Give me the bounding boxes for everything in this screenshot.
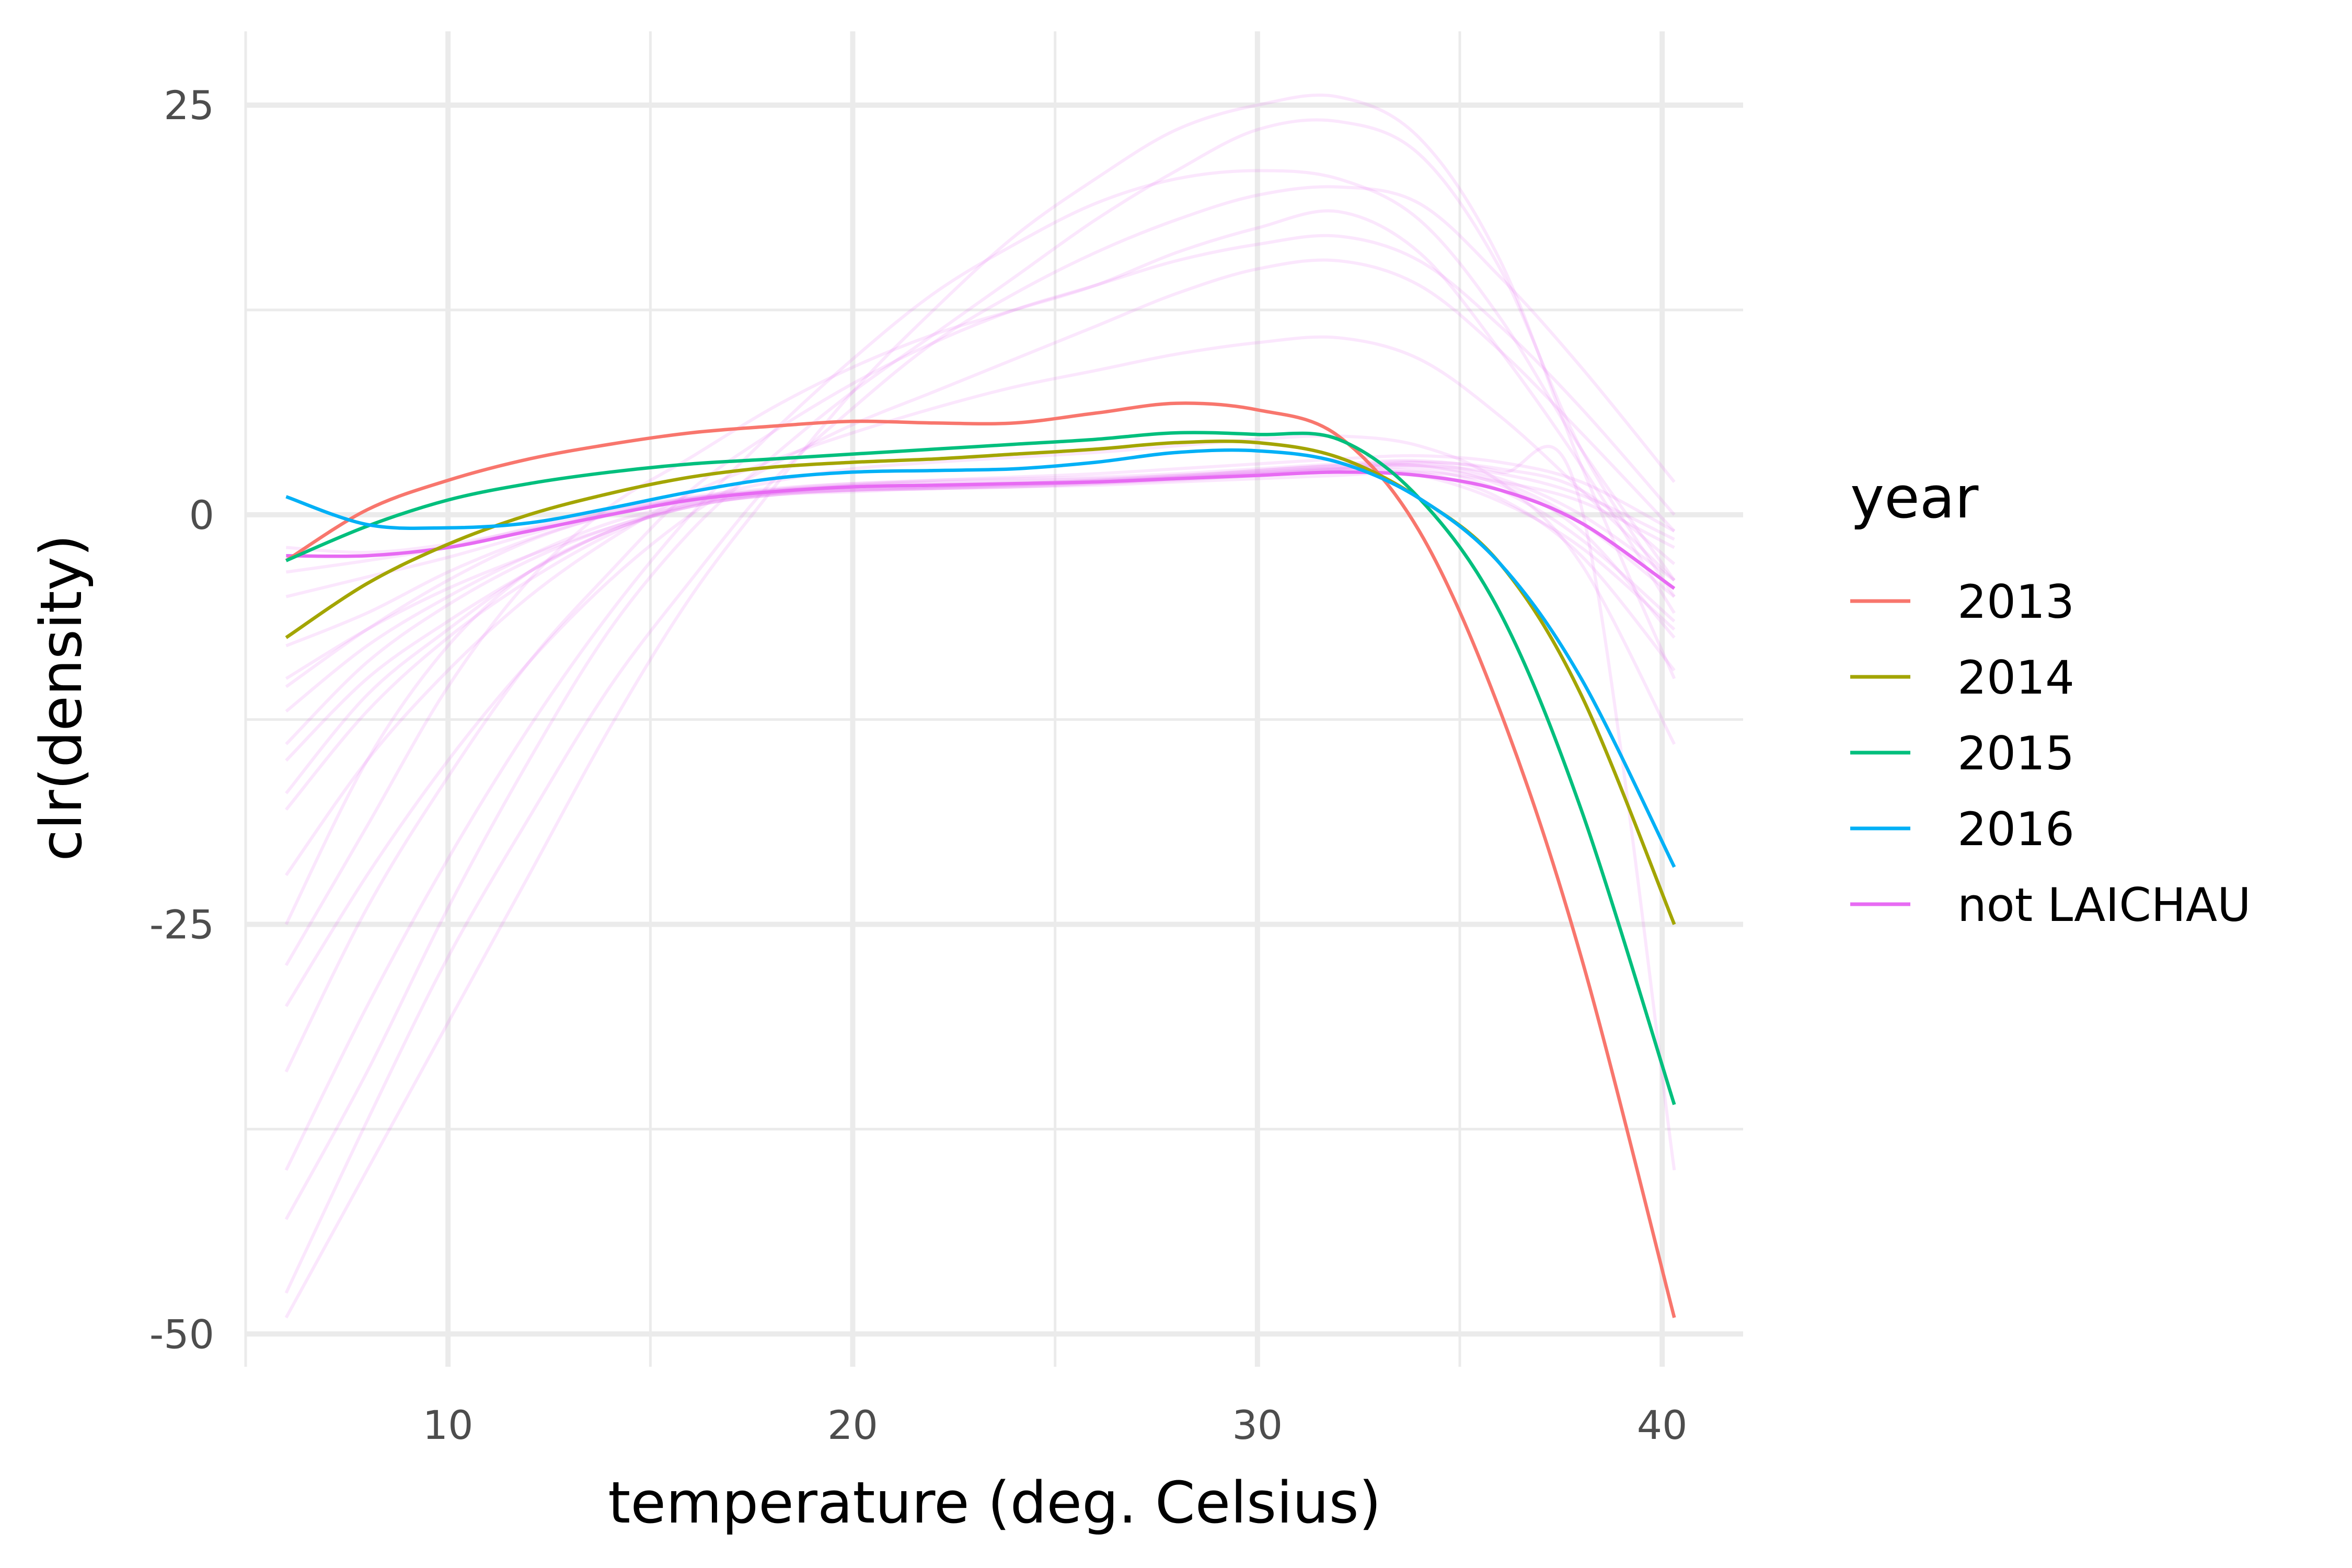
y-axis-tick-labels: 25 0 -25 -50 <box>149 82 214 1357</box>
x-tick-label: 10 <box>423 1402 474 1448</box>
legend-label: not LAICHAU <box>1957 878 2251 932</box>
background-line-16 <box>284 169 1676 1171</box>
y-tick-label: -50 <box>149 1311 214 1357</box>
y-tick-label: 0 <box>189 492 214 538</box>
series-line-2013 <box>285 401 1676 1318</box>
y-tick-label: -25 <box>149 902 214 948</box>
grid-major <box>246 31 1743 1367</box>
background-line-17 <box>284 258 1676 1007</box>
legend-items: 2013 2014 2015 2016 not LAICHAU <box>1850 575 2251 932</box>
y-tick-label: 25 <box>164 82 214 129</box>
background-line-18 <box>285 434 1676 811</box>
background-line-14 <box>284 234 1676 1073</box>
x-axis-tick-labels: 10 20 30 40 <box>423 1402 1688 1448</box>
legend-item-2016: 2016 <box>1850 802 2074 856</box>
background-line-5 <box>285 465 1676 688</box>
series-line-not-laichau <box>286 470 1676 590</box>
background-line-13 <box>284 185 1676 1294</box>
grid-minor <box>244 31 1743 1367</box>
legend-label: 2013 <box>1957 575 2074 629</box>
background-line-15 <box>284 335 1676 877</box>
legend-label: 2015 <box>1957 727 2074 780</box>
legend-label: 2016 <box>1957 802 2074 856</box>
x-tick-label: 20 <box>827 1402 878 1448</box>
legend-item-2014: 2014 <box>1850 651 2074 705</box>
background-line-10 <box>284 209 1676 966</box>
legend-item-2013: 2013 <box>1850 575 2074 629</box>
x-tick-label: 40 <box>1637 1402 1688 1448</box>
x-axis-title: temperature (deg. Celsius) <box>608 1469 1381 1536</box>
background-series-lines <box>284 93 1676 1319</box>
legend-item-not-laichau: not LAICHAU <box>1850 878 2251 932</box>
background-line-3 <box>285 460 1676 598</box>
legend: year 2013 2014 2015 2016 not LAICHAU <box>1850 464 2251 932</box>
legend-item-2015: 2015 <box>1850 727 2074 780</box>
series-line-2015 <box>285 431 1676 1105</box>
x-tick-label: 30 <box>1232 1402 1283 1448</box>
background-line-19 <box>285 454 1675 680</box>
background-line-12 <box>284 93 1676 1319</box>
legend-label: 2014 <box>1957 651 2074 705</box>
background-line-1 <box>286 470 1675 554</box>
series-line-2016 <box>285 448 1676 868</box>
background-line-20 <box>285 445 1676 1171</box>
legend-title: year <box>1850 464 1979 531</box>
background-line-7 <box>285 462 1676 745</box>
background-line-11 <box>284 118 1676 1220</box>
y-axis-title: clr(density) <box>28 534 95 861</box>
background-line-6 <box>285 460 1676 713</box>
series-lines <box>285 401 1676 1318</box>
